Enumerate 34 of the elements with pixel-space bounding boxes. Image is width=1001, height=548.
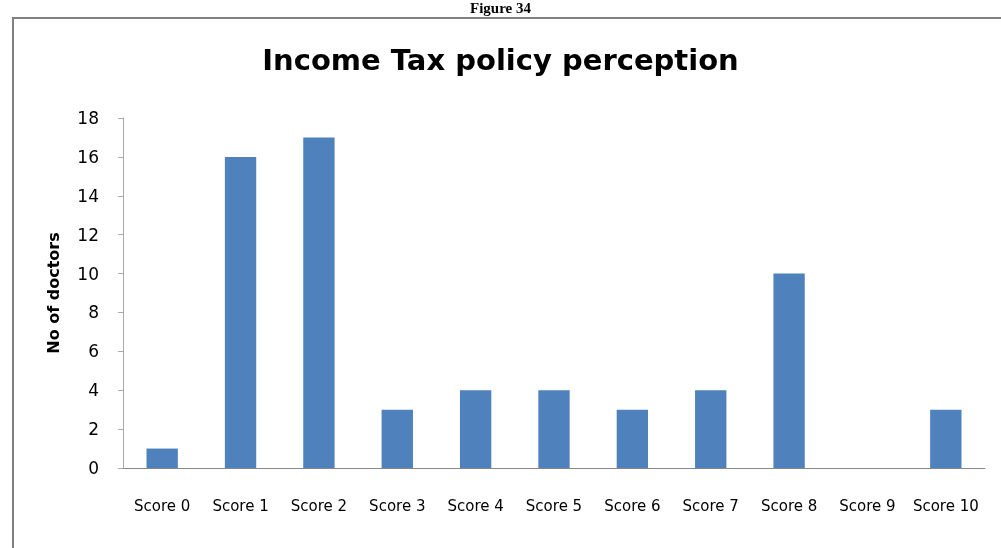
bar bbox=[146, 448, 178, 468]
bar bbox=[303, 137, 335, 468]
y-tick-label: 18 bbox=[77, 108, 99, 128]
x-tick-label: Score 5 bbox=[525, 496, 583, 515]
caption: Figure 34 bbox=[469, 0, 532, 16]
bar bbox=[538, 390, 570, 468]
y-tick-label: 4 bbox=[88, 380, 99, 401]
bar bbox=[381, 409, 413, 468]
y-tick-label: 12 bbox=[77, 224, 99, 245]
y-tick-label: 8 bbox=[88, 302, 99, 323]
y-tick-label: 10 bbox=[77, 263, 99, 284]
bar bbox=[930, 409, 962, 468]
y-tick-label: 14 bbox=[77, 185, 99, 206]
y-tick-label: 16 bbox=[77, 146, 99, 167]
x-tick-label: Score 0 bbox=[134, 496, 191, 515]
x-tick-label: Score 9 bbox=[839, 496, 896, 515]
x-tick-label: Score 4 bbox=[447, 496, 504, 515]
x-tick-label: Score 6 bbox=[604, 496, 661, 515]
x-tick-label: Score 2 bbox=[290, 496, 348, 515]
chart-title: Income Tax policy perception bbox=[262, 42, 739, 77]
x-tick-label: Score 10 bbox=[912, 496, 979, 515]
y-tick-label: 0 bbox=[88, 458, 99, 478]
y-axis-title: No of doctors bbox=[43, 232, 63, 354]
bar bbox=[773, 273, 805, 468]
bar bbox=[616, 409, 649, 468]
x-tick-label: Score 3 bbox=[369, 496, 426, 515]
x-tick-label: Score 1 bbox=[212, 496, 269, 515]
bar bbox=[224, 156, 257, 468]
bar bbox=[459, 390, 492, 468]
x-tick-label: Score 8 bbox=[760, 496, 818, 515]
x-tick-label: Score 7 bbox=[682, 496, 739, 515]
y-tick-label: 2 bbox=[88, 419, 99, 440]
y-tick-label: 6 bbox=[88, 341, 99, 362]
bar bbox=[695, 390, 727, 468]
